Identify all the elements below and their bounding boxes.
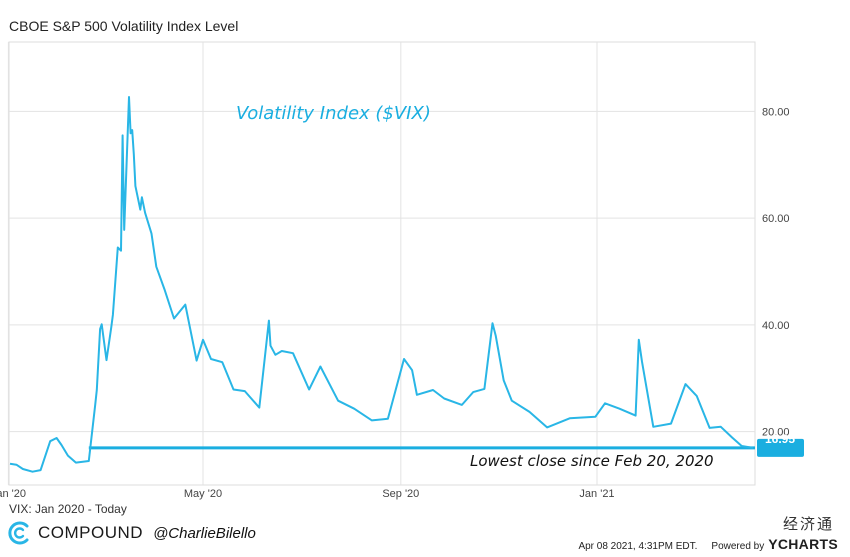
x-tick-label: Jan '20	[0, 488, 26, 500]
last-value-badge: 16.95	[757, 432, 804, 457]
vix-series-line	[9, 96, 754, 473]
lowest-close-annotation: Lowest close since Feb 20, 2020	[470, 452, 714, 470]
compound-logo-icon	[8, 521, 29, 545]
x-tick-label: May '20	[184, 488, 222, 500]
last-value-badge-text: 16.95	[765, 432, 795, 446]
range-label: VIX: Jan 2020 - Today	[9, 502, 127, 516]
x-tick-label: Sep '20	[382, 488, 419, 500]
y-tick-label: 60.00	[762, 213, 790, 225]
chart-title: CBOE S&P 500 Volatility Index Level	[9, 18, 239, 34]
brand-handle: @CharlieBilello	[153, 524, 256, 542]
watermark-text: 经济通	[782, 515, 834, 533]
y-tick-label: 40.00	[762, 320, 790, 332]
brand-row: COMPOUND @CharlieBilello	[8, 520, 256, 546]
brand-name: COMPOUND	[38, 523, 144, 542]
y-tick-label: 80.00	[762, 106, 790, 118]
footer-powered-by: Powered by	[711, 541, 765, 552]
series-annotation: Volatility Index ($VIX)	[236, 103, 431, 124]
footer-timestamp: Apr 08 2021, 4:31PM EDT.	[578, 541, 698, 552]
y-tick-label: 20.00	[762, 427, 790, 439]
ycharts-logo: YCHARTS	[768, 536, 838, 552]
footer: Apr 08 2021, 4:31PM EDT. Powered by YCHA…	[578, 536, 838, 552]
x-tick-label: Jan '21	[579, 488, 614, 500]
plot-frame	[8, 41, 756, 486]
